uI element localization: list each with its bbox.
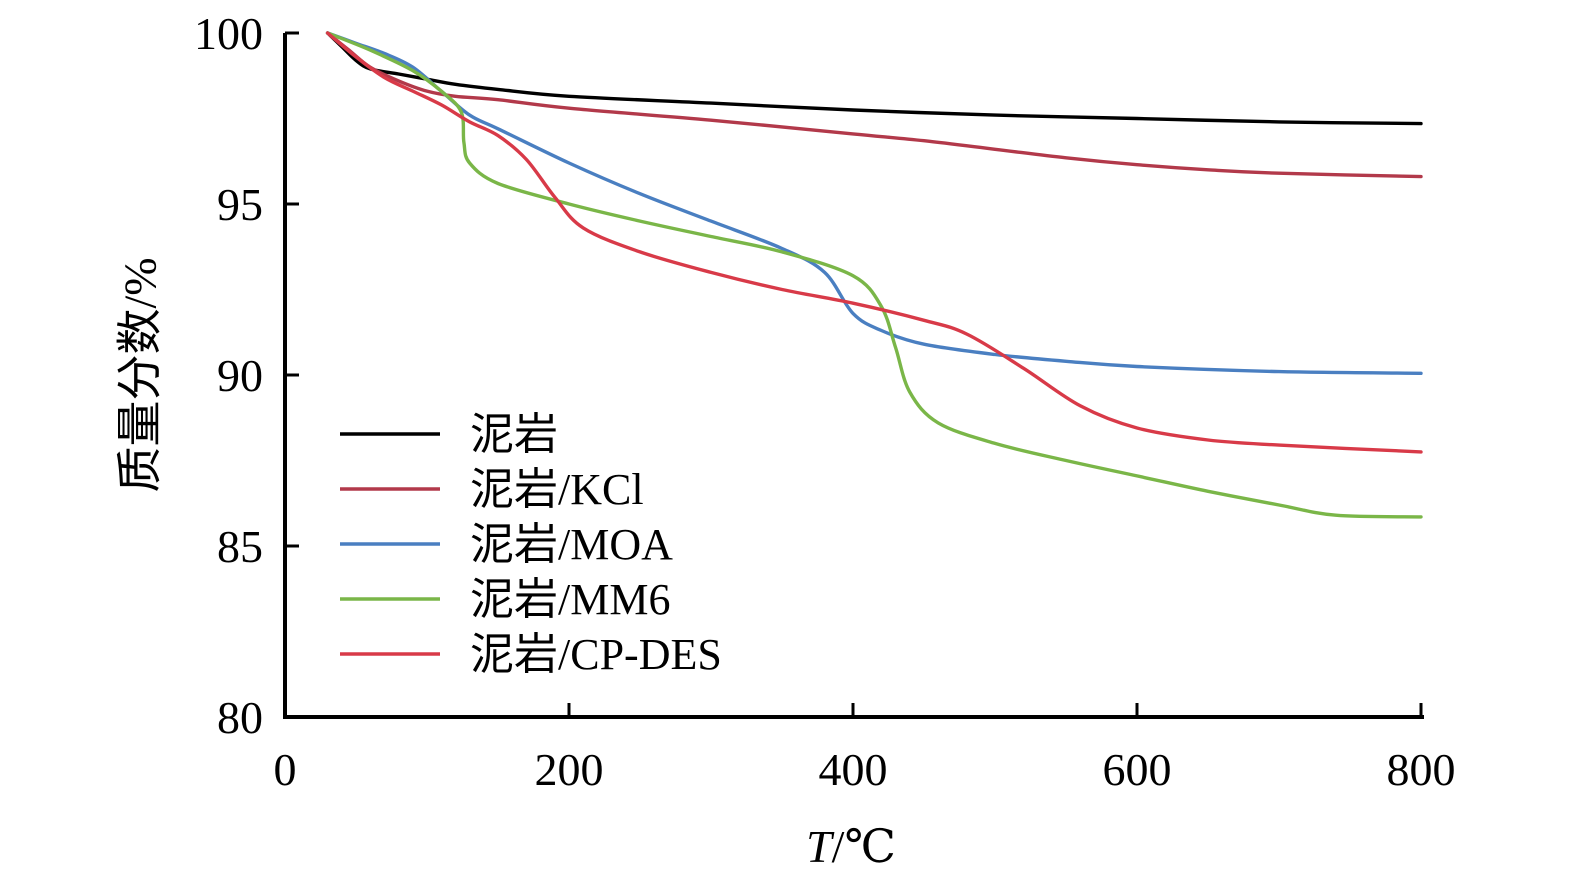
legend-label: 泥岩 xyxy=(470,410,558,459)
series-line-3 xyxy=(325,31,1423,519)
series-line-2 xyxy=(325,31,1423,375)
ticks: 80 85 90 95 100 0 200 400 600 800 xyxy=(194,8,1456,795)
y-tick-label: 85 xyxy=(217,521,263,572)
legend-label: 泥岩/KCl xyxy=(470,465,644,514)
y-tick-label: 95 xyxy=(217,179,263,230)
legend-label: 泥岩/CP-DES xyxy=(470,630,722,679)
x-axis-title: T/℃ xyxy=(806,821,896,872)
series-line-0 xyxy=(325,31,1423,126)
x-axis-title-italic: T xyxy=(806,821,835,872)
y-axis-title: 质量分数/% xyxy=(115,257,166,492)
series-lines xyxy=(325,31,1423,519)
x-tick-label: 200 xyxy=(535,744,604,795)
y-tick-label: 80 xyxy=(217,692,263,743)
y-tick-label: 100 xyxy=(194,8,263,59)
x-tick-label: 0 xyxy=(274,744,297,795)
series-line-4 xyxy=(325,31,1423,454)
x-tick-label: 600 xyxy=(1103,744,1172,795)
series-line-1 xyxy=(325,31,1423,179)
legend-label: 泥岩/MM6 xyxy=(470,575,670,624)
y-tick-label: 90 xyxy=(217,350,263,401)
x-axis-title-unit: /℃ xyxy=(832,821,896,872)
legend-label: 泥岩/MOA xyxy=(470,520,673,569)
x-tick-label: 400 xyxy=(819,744,888,795)
x-tick-label: 800 xyxy=(1387,744,1456,795)
